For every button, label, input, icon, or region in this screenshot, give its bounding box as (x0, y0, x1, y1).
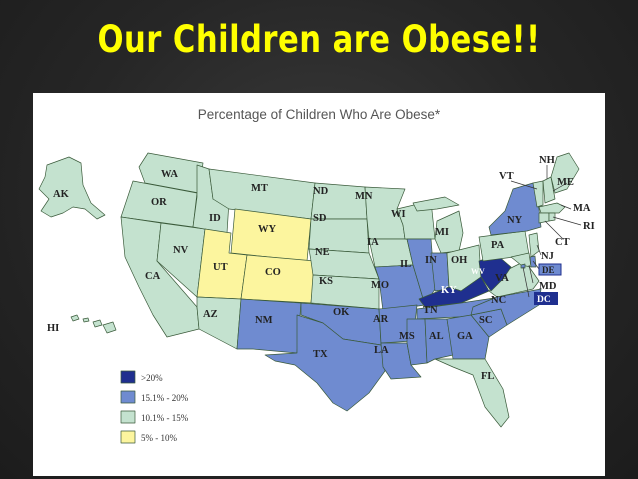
label-vt: VT (499, 171, 514, 182)
label-ut: UT (213, 262, 228, 273)
state-hi-d (102, 321, 117, 334)
state-me (550, 152, 580, 194)
label-ks: KS (319, 276, 333, 287)
state-ct (538, 212, 550, 224)
label-mt: MT (251, 183, 268, 194)
state-ky (418, 276, 490, 308)
label-de: DE (542, 265, 555, 275)
state-nj (528, 232, 540, 258)
label-ga: GA (457, 331, 473, 342)
dc-label-box (534, 292, 558, 305)
label-or: OR (151, 197, 167, 208)
state-ma (538, 202, 566, 214)
label-va: VA (495, 273, 509, 284)
state-nc (470, 288, 542, 326)
legend-label-3: 5% - 10% (141, 433, 177, 443)
label-ms: MS (399, 331, 415, 342)
state-az (196, 296, 242, 350)
label-in: IN (425, 255, 437, 266)
state-ms (406, 318, 428, 366)
label-md: MD (539, 281, 557, 292)
label-al: AL (429, 331, 444, 342)
label-tn: TN (423, 305, 438, 316)
label-ct: CT (555, 237, 570, 248)
label-mn: MN (355, 191, 373, 202)
label-ri: RI (583, 221, 595, 232)
label-az: AZ (203, 309, 218, 320)
label-me: ME (557, 177, 574, 188)
state-al (424, 318, 454, 364)
state-hi-c (92, 319, 103, 328)
de-label-box (538, 263, 562, 276)
state-ny (488, 182, 542, 236)
label-ca: CA (145, 271, 161, 282)
label-wi: WI (391, 209, 406, 220)
state-ak (38, 156, 106, 220)
state-tx (264, 314, 386, 412)
label-ar: AR (373, 314, 389, 325)
label-nm: NM (255, 315, 273, 326)
label-ak: AK (53, 189, 70, 200)
label-wy: WY (258, 224, 277, 235)
label-pa: PA (491, 240, 505, 251)
label-tx: TX (313, 349, 328, 360)
legend-label-2: 10.1% - 15% (141, 413, 189, 423)
legend-label-0: >20% (141, 373, 163, 383)
label-ny: NY (507, 215, 523, 226)
label-id: ID (209, 213, 221, 224)
label-nd: ND (313, 186, 329, 197)
label-nj: NJ (541, 251, 554, 262)
legend-swatch-3 (120, 430, 136, 444)
label-ok: OK (333, 307, 350, 318)
state-co (240, 254, 316, 304)
label-mi: MI (435, 227, 449, 238)
label-wa: WA (161, 169, 178, 180)
state-hi (70, 314, 80, 322)
label-dc: DC (537, 295, 551, 305)
label-sd: SD (313, 213, 327, 224)
label-ma: MA (573, 203, 591, 214)
state-dc (520, 263, 526, 269)
label-ky: KY (441, 285, 457, 296)
label-hi: HI (47, 323, 59, 334)
state-hi-b (82, 317, 90, 323)
legend-label-1: 15.1% - 20% (141, 393, 189, 403)
state-vt (532, 180, 544, 208)
label-co: CO (265, 267, 281, 278)
label-ne: NE (315, 247, 330, 258)
label-fl: FL (481, 371, 494, 382)
state-labels: WA OR CA NV ID MT WY UT CO AZ NM ND SD N… (145, 155, 595, 382)
state-ri (548, 212, 556, 222)
slide-title: Our Children are Obese!! (97, 18, 541, 61)
legend-swatch-2 (120, 410, 136, 424)
label-ia: IA (367, 237, 379, 248)
label-nv: NV (173, 245, 189, 256)
legend-swatch-0 (120, 370, 136, 384)
state-nh (542, 176, 556, 204)
label-sc: SC (479, 315, 492, 326)
legend-swatch-1 (120, 390, 136, 404)
map-heading: Percentage of Children Who Are Obese* (197, 107, 441, 122)
state-ga (446, 314, 490, 360)
us-obesity-map: WA OR CA NV ID MT WY UT CO AZ NM ND SD N… (38, 152, 595, 444)
label-nc: NC (491, 295, 506, 306)
state-mi-up (412, 196, 460, 212)
state-fl (434, 358, 510, 428)
label-il: IL (400, 259, 411, 270)
state-nm (236, 298, 302, 354)
label-oh: OH (451, 255, 467, 266)
label-mo: MO (371, 280, 389, 291)
map-panel: Percentage of Children Who Are Obese* (33, 93, 605, 476)
leader-lines (510, 165, 582, 298)
label-wv: WV (471, 267, 485, 276)
label-la: LA (374, 345, 389, 356)
label-nh: NH (539, 155, 555, 166)
legend: >20% 15.1% - 20% 10.1% - 15% 5% - 10% (120, 370, 189, 444)
